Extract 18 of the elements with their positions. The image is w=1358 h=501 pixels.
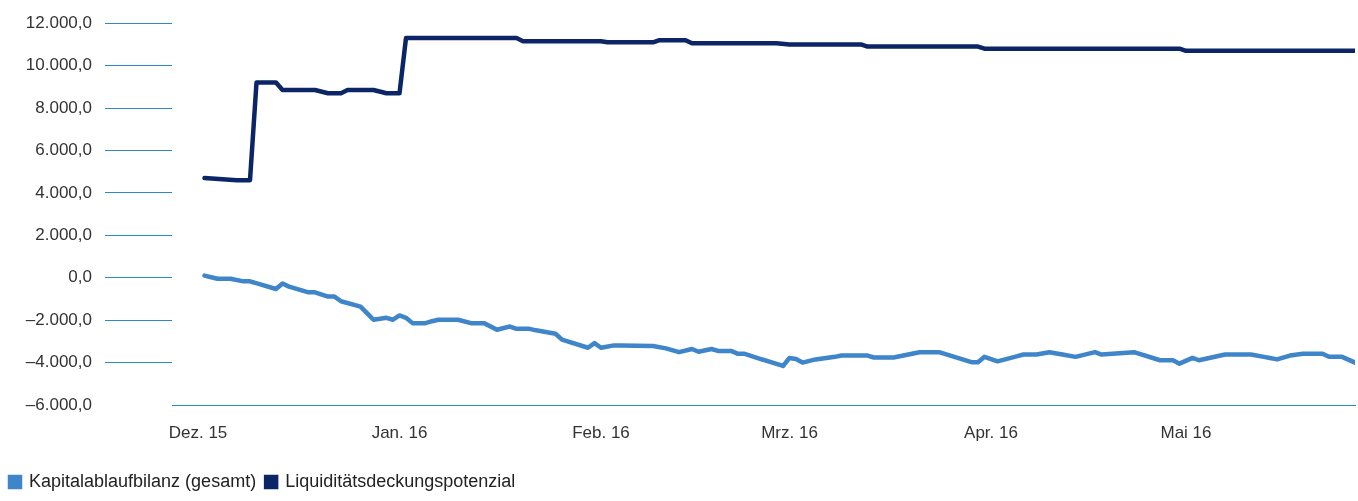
y-tick-label: 8.000,0 bbox=[35, 97, 92, 117]
y-tick-label: 4.000,0 bbox=[35, 182, 92, 202]
y-tick-label: –6.000,0 bbox=[25, 394, 92, 414]
legend-label: Kapitalablaufbilanz (gesamt) bbox=[29, 470, 257, 491]
legend-label: Liquiditätsdeckungspotenzial bbox=[285, 470, 516, 491]
x-tick-label: Mrz. 16 bbox=[761, 422, 818, 442]
y-tick-label: 6.000,0 bbox=[35, 140, 92, 160]
x-tick-label: Jan. 16 bbox=[371, 422, 428, 442]
x-tick-label: Apr. 16 bbox=[964, 422, 1018, 442]
y-tick-label: 12.000,0 bbox=[25, 12, 92, 32]
x-tick-label: Feb. 16 bbox=[572, 422, 630, 442]
y-tick-label: –4.000,0 bbox=[25, 352, 92, 372]
y-tick-label: 10.000,0 bbox=[25, 55, 92, 75]
y-tick-label: 0,0 bbox=[68, 267, 92, 287]
y-tick-label: 2.000,0 bbox=[35, 225, 92, 244]
x-tick-label: Mai 16 bbox=[1160, 422, 1212, 442]
y-tick-label: –2.000,0 bbox=[25, 309, 92, 329]
x-tick-label: Dez. 15 bbox=[168, 422, 228, 442]
